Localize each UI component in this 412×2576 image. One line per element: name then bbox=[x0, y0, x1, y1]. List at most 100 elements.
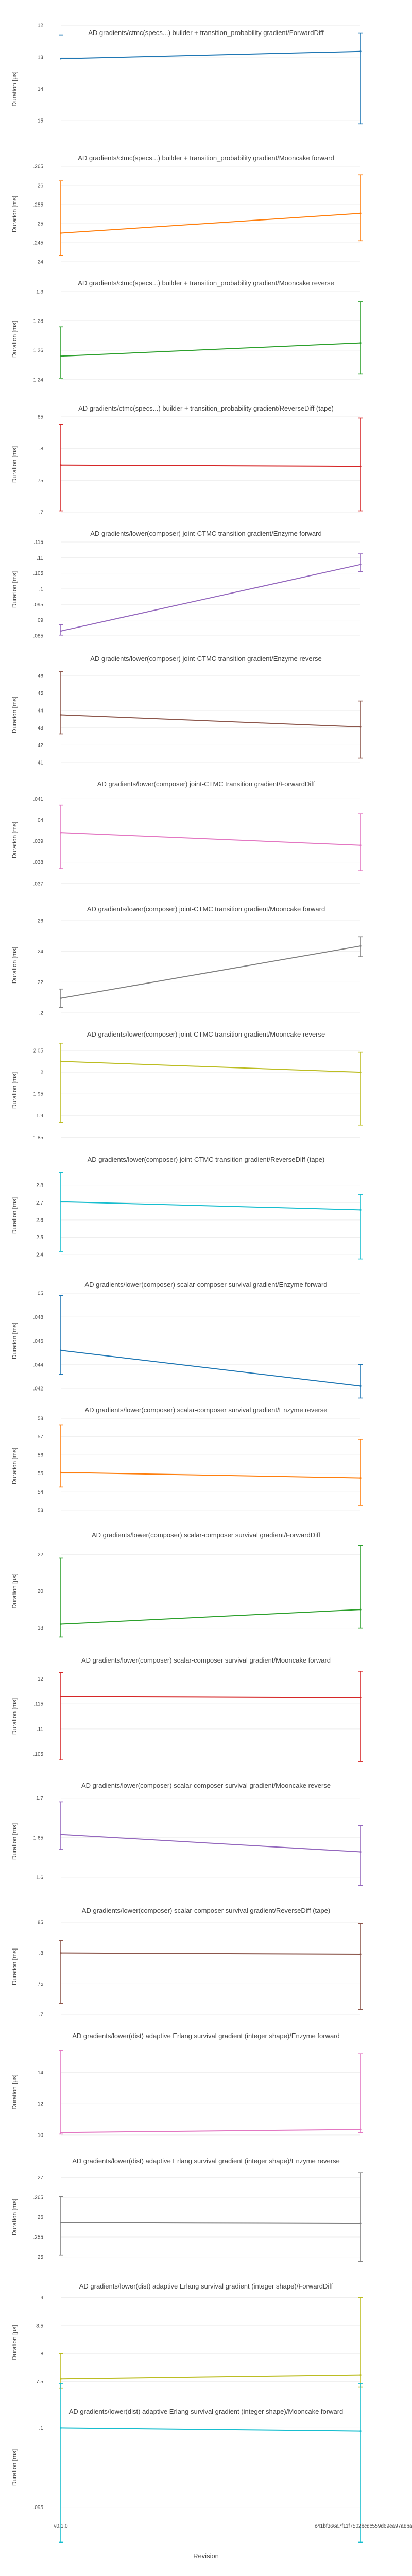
series-line bbox=[60, 832, 361, 846]
data-point bbox=[60, 1834, 62, 1836]
data-point bbox=[359, 1608, 362, 1611]
series-line bbox=[60, 342, 361, 357]
y-axis-label: Duration [μs] bbox=[11, 2325, 18, 2360]
y-tick-label: 7.5 bbox=[36, 2379, 43, 2385]
series-line bbox=[60, 1061, 361, 1073]
x-axis-title: Revision bbox=[193, 2552, 219, 2560]
data-point bbox=[359, 342, 362, 344]
y-axis-label: Duration [ms] bbox=[11, 2449, 18, 2486]
series-line bbox=[60, 564, 361, 632]
y-tick-label: .54 bbox=[36, 1489, 43, 1495]
y-tick-label: .039 bbox=[33, 839, 44, 844]
y-tick-label: 2.05 bbox=[33, 1048, 44, 1054]
data-point bbox=[359, 1953, 362, 1955]
y-axis-label: Duration [μs] bbox=[11, 71, 18, 106]
data-point bbox=[60, 997, 62, 999]
y-tick-label: .09 bbox=[36, 618, 43, 623]
series-line bbox=[60, 2374, 361, 2380]
series-line bbox=[60, 714, 361, 728]
data-point bbox=[359, 2128, 362, 2130]
chart-panel-20: AD gradients/lower(dist) adaptive Erlang… bbox=[11, 2383, 412, 2543]
y-tick-label: .58 bbox=[36, 1416, 43, 1422]
data-point bbox=[359, 2374, 362, 2376]
y-tick-label: .7 bbox=[39, 510, 44, 516]
y-tick-label: .25 bbox=[36, 2255, 43, 2260]
panel-title: AD gradients/lower(composer) joint-CTMC … bbox=[90, 655, 321, 663]
panel-title: AD gradients/ctmc(specs...) builder + tr… bbox=[78, 154, 334, 162]
data-point bbox=[60, 464, 62, 466]
y-tick-label: .11 bbox=[37, 1726, 44, 1732]
panel-title: AD gradients/lower(composer) scalar-comp… bbox=[82, 1907, 330, 1914]
panel-title: AD gradients/lower(composer) scalar-comp… bbox=[92, 1531, 320, 1539]
data-point bbox=[359, 2430, 362, 2432]
y-tick-label: .12 bbox=[36, 1676, 43, 1682]
data-point bbox=[60, 1695, 62, 1698]
y-tick-label: 2.7 bbox=[36, 1200, 43, 1206]
y-tick-label: .037 bbox=[33, 881, 44, 887]
y-axis-label: Duration [ms] bbox=[11, 196, 18, 232]
y-tick-label: 1.24 bbox=[33, 377, 44, 383]
panel-title: AD gradients/lower(dist) adaptive Erlang… bbox=[72, 2157, 340, 2165]
y-tick-label: 1.6 bbox=[36, 1875, 43, 1880]
data-point bbox=[60, 1471, 62, 1473]
data-point bbox=[359, 1385, 362, 1387]
data-point bbox=[60, 2221, 62, 2224]
panel-title: AD gradients/lower(composer) joint-CTMC … bbox=[87, 905, 325, 913]
y-tick-label: 20 bbox=[38, 1589, 44, 1595]
data-point bbox=[60, 2427, 62, 2429]
panel-title: AD gradients/ctmc(specs...) builder + tr… bbox=[88, 29, 324, 37]
data-point bbox=[359, 726, 362, 728]
y-tick-label: .048 bbox=[33, 1315, 44, 1320]
y-tick-label: 18 bbox=[38, 1625, 44, 1631]
series-line bbox=[60, 2129, 361, 2133]
data-point bbox=[359, 844, 362, 846]
data-point bbox=[359, 465, 362, 467]
y-tick-label: 2.6 bbox=[36, 1217, 43, 1223]
y-tick-label: .095 bbox=[33, 602, 44, 608]
y-tick-label: 13 bbox=[38, 55, 44, 60]
data-point bbox=[60, 832, 62, 834]
y-axis-label: Duration [μs] bbox=[11, 2074, 18, 2109]
y-tick-label: 1.7 bbox=[36, 1795, 43, 1801]
y-tick-label: .042 bbox=[33, 1386, 44, 1392]
series-line bbox=[60, 213, 361, 234]
y-tick-label: .27 bbox=[36, 2175, 43, 2181]
y-tick-label: .046 bbox=[33, 1338, 44, 1344]
y-tick-label: .25 bbox=[36, 222, 43, 227]
chart-panel-10: AD gradients/lower(composer) joint-CTMC … bbox=[11, 1156, 363, 1260]
panel-title: AD gradients/lower(dist) adaptive Erlang… bbox=[79, 2282, 333, 2290]
chart-panel-1: AD gradients/ctmc(specs...) builder + tr… bbox=[11, 23, 363, 125]
y-axis-label: Duration [μs] bbox=[11, 1573, 18, 1608]
y-tick-label: .8 bbox=[39, 1951, 44, 1956]
y-tick-label: 12 bbox=[38, 2102, 44, 2107]
y-tick-label: .26 bbox=[36, 918, 43, 924]
y-tick-label: 14 bbox=[38, 87, 44, 92]
data-point bbox=[60, 714, 62, 716]
chart-panel-5: AD gradients/lower(composer) joint-CTMC … bbox=[11, 530, 363, 639]
y-tick-label: .245 bbox=[33, 241, 44, 246]
chart-panel-2: AD gradients/ctmc(specs...) builder + tr… bbox=[11, 154, 363, 265]
y-axis-label: Duration [ms] bbox=[11, 697, 18, 733]
chart-panel-8: AD gradients/lower(composer) joint-CTMC … bbox=[11, 905, 363, 1016]
chart-panel-15: AD gradients/lower(composer) scalar-comp… bbox=[11, 1782, 363, 1886]
y-tick-label: .56 bbox=[36, 1453, 43, 1459]
y-tick-label: .26 bbox=[36, 183, 43, 189]
y-tick-label: 9 bbox=[40, 2295, 43, 2301]
y-axis-label: Duration [ms] bbox=[11, 2199, 18, 2235]
y-tick-label: .42 bbox=[36, 743, 43, 749]
data-point bbox=[60, 355, 62, 357]
x-tick-label: c41bf366a7f11f7502bcdc559d69ea97a8bafb bbox=[315, 2523, 412, 2529]
chart-panel-18: AD gradients/lower(dist) adaptive Erlang… bbox=[11, 2157, 363, 2262]
y-tick-label: 10 bbox=[38, 2132, 44, 2138]
chart-panel-19: AD gradients/lower(dist) adaptive Erlang… bbox=[11, 2282, 363, 2389]
chart-panel-11: AD gradients/lower(composer) scalar-comp… bbox=[11, 1281, 363, 1399]
series-line bbox=[60, 1350, 361, 1387]
y-tick-label: 14 bbox=[38, 2070, 44, 2076]
y-tick-label: .24 bbox=[36, 949, 43, 955]
panel-title: AD gradients/lower(composer) joint-CTMC … bbox=[97, 780, 315, 788]
y-tick-label: .43 bbox=[36, 725, 43, 731]
y-tick-label: 1.26 bbox=[33, 348, 44, 353]
y-tick-label: 1.65 bbox=[33, 1835, 44, 1841]
y-tick-label: .2 bbox=[39, 1011, 44, 1016]
